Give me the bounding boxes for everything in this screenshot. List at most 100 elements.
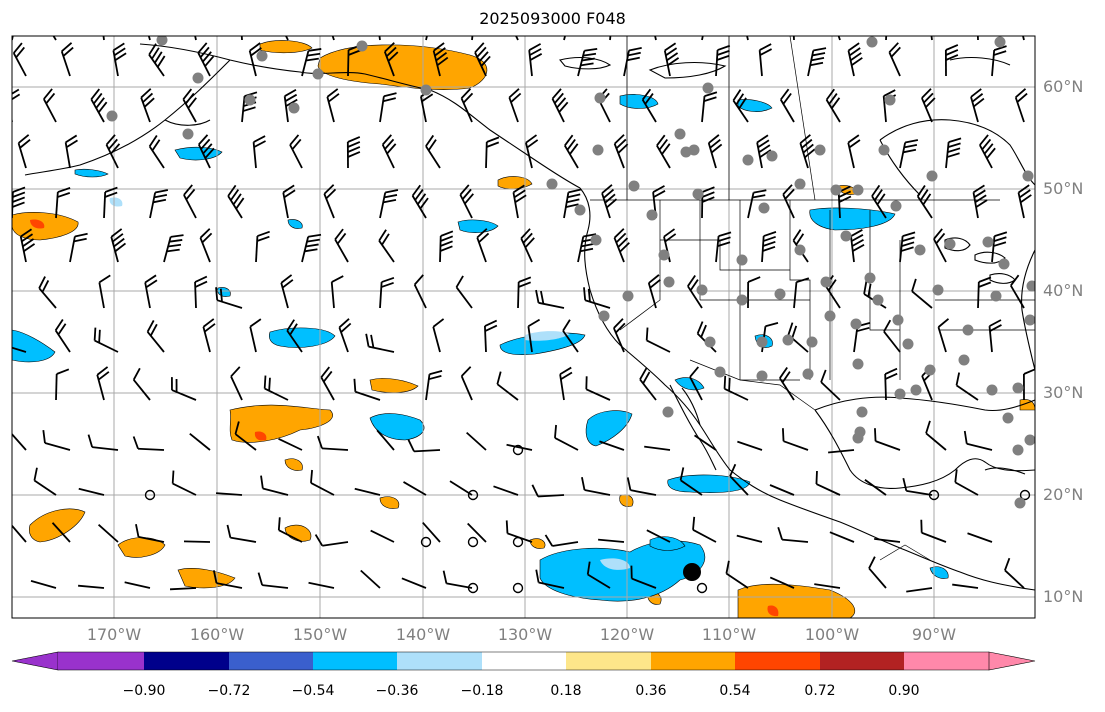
wind-barb — [460, 88, 474, 123]
wind-barb — [977, 276, 992, 309]
wind-barb — [439, 230, 454, 263]
wind-barb — [551, 88, 569, 123]
wind-barb — [87, 434, 119, 451]
wind-barb — [449, 480, 473, 496]
wind-barb — [141, 36, 151, 41]
station-dot — [546, 178, 558, 190]
wind-barb — [874, 537, 901, 543]
negative-anomaly-fills — [12, 94, 949, 602]
wind-barb — [216, 492, 243, 496]
wind-barb — [310, 469, 335, 496]
wind-barb — [413, 274, 427, 309]
wind-barb — [455, 275, 473, 309]
wind-barb — [199, 228, 213, 263]
wind-barb — [41, 36, 57, 41]
station-dot — [1012, 444, 1024, 456]
wind-barb — [239, 36, 243, 41]
wind-barb — [12, 42, 27, 77]
light-negative-fills — [109, 197, 630, 570]
wind-barb — [988, 319, 1002, 353]
wind-barb — [334, 228, 349, 263]
colorbar-tick-label: 0.72 — [804, 683, 836, 699]
wind-barb — [559, 366, 573, 401]
station-dot — [288, 102, 300, 114]
wind-barb — [230, 366, 243, 401]
lon-label-100w: 100°W — [804, 625, 860, 644]
wind-barb — [963, 430, 993, 451]
station-dot — [674, 128, 686, 140]
station-dot — [592, 144, 604, 156]
wind-barb — [644, 445, 671, 451]
station-dot — [702, 82, 714, 94]
wind-barb — [829, 531, 855, 543]
wind-barb — [927, 36, 933, 41]
wind-barb — [148, 43, 166, 77]
station-dot — [156, 36, 168, 46]
wind-barb — [531, 484, 565, 498]
station-dot — [594, 92, 606, 104]
map-title: 2025093000 F048 — [479, 9, 626, 28]
station-dot — [990, 290, 1002, 302]
station-dot — [736, 294, 748, 306]
wind-barb — [383, 42, 399, 77]
wind-barb — [626, 477, 657, 496]
wind-barb — [925, 420, 947, 451]
wind-barb — [937, 318, 950, 353]
wind-barb — [601, 184, 618, 219]
lat-label-40n: 40°N — [1043, 281, 1084, 300]
wind-barb — [30, 580, 57, 589]
wind-barb — [99, 36, 105, 41]
wind-barb — [679, 467, 703, 496]
wind-barb — [952, 583, 979, 589]
wind-barb — [623, 46, 642, 77]
colorbar-tick-label: 0.36 — [635, 683, 667, 699]
wind-barb — [945, 137, 962, 169]
wind-barb — [163, 234, 184, 263]
wind-barb — [194, 275, 208, 309]
station-dot — [1012, 382, 1024, 394]
wind-barb — [379, 276, 395, 309]
wind-barb — [60, 42, 74, 77]
wind-barb — [275, 36, 289, 41]
wind-barb — [144, 274, 158, 309]
station-dot — [866, 36, 878, 48]
wind-barb — [687, 274, 703, 309]
station-dot — [688, 144, 700, 156]
wind-barb — [779, 88, 795, 123]
calm-wind-circles — [144, 444, 1031, 594]
colorbar-tick-label: 0.54 — [719, 683, 751, 699]
wind-barb — [189, 36, 197, 41]
wind-barb — [955, 372, 979, 401]
station-dot — [356, 40, 368, 52]
wind-barb — [485, 136, 500, 169]
wind-barb — [799, 134, 816, 169]
wind-barb — [868, 556, 887, 589]
station-dot — [696, 284, 708, 296]
station-dot — [1014, 497, 1026, 509]
wind-barb — [508, 88, 522, 123]
station-dot — [852, 358, 864, 370]
wind-barb — [132, 436, 165, 451]
wind-barb — [97, 524, 119, 543]
wind-barb — [902, 477, 933, 496]
wind-barb — [149, 189, 169, 219]
wind-barb — [182, 88, 197, 123]
wind-barb — [761, 230, 777, 263]
colorbar-tick-label: −0.54 — [291, 683, 335, 699]
station-dot — [756, 336, 768, 348]
station-dot — [802, 368, 814, 380]
station-dot — [932, 284, 944, 296]
wind-barb — [715, 44, 731, 77]
station-dot — [982, 236, 994, 248]
wind-barb — [707, 134, 723, 169]
observation-stations — [106, 36, 1035, 509]
wind-barb — [506, 443, 533, 451]
station-dot — [806, 336, 818, 348]
lat-label-50n: 50°N — [1043, 179, 1084, 198]
lat-label-60n: 60°N — [1043, 77, 1084, 96]
wind-barb — [689, 366, 703, 401]
wind-barb — [899, 231, 916, 263]
wind-barb — [105, 134, 121, 169]
wind-barb — [12, 343, 27, 353]
wind-barb — [484, 319, 498, 353]
